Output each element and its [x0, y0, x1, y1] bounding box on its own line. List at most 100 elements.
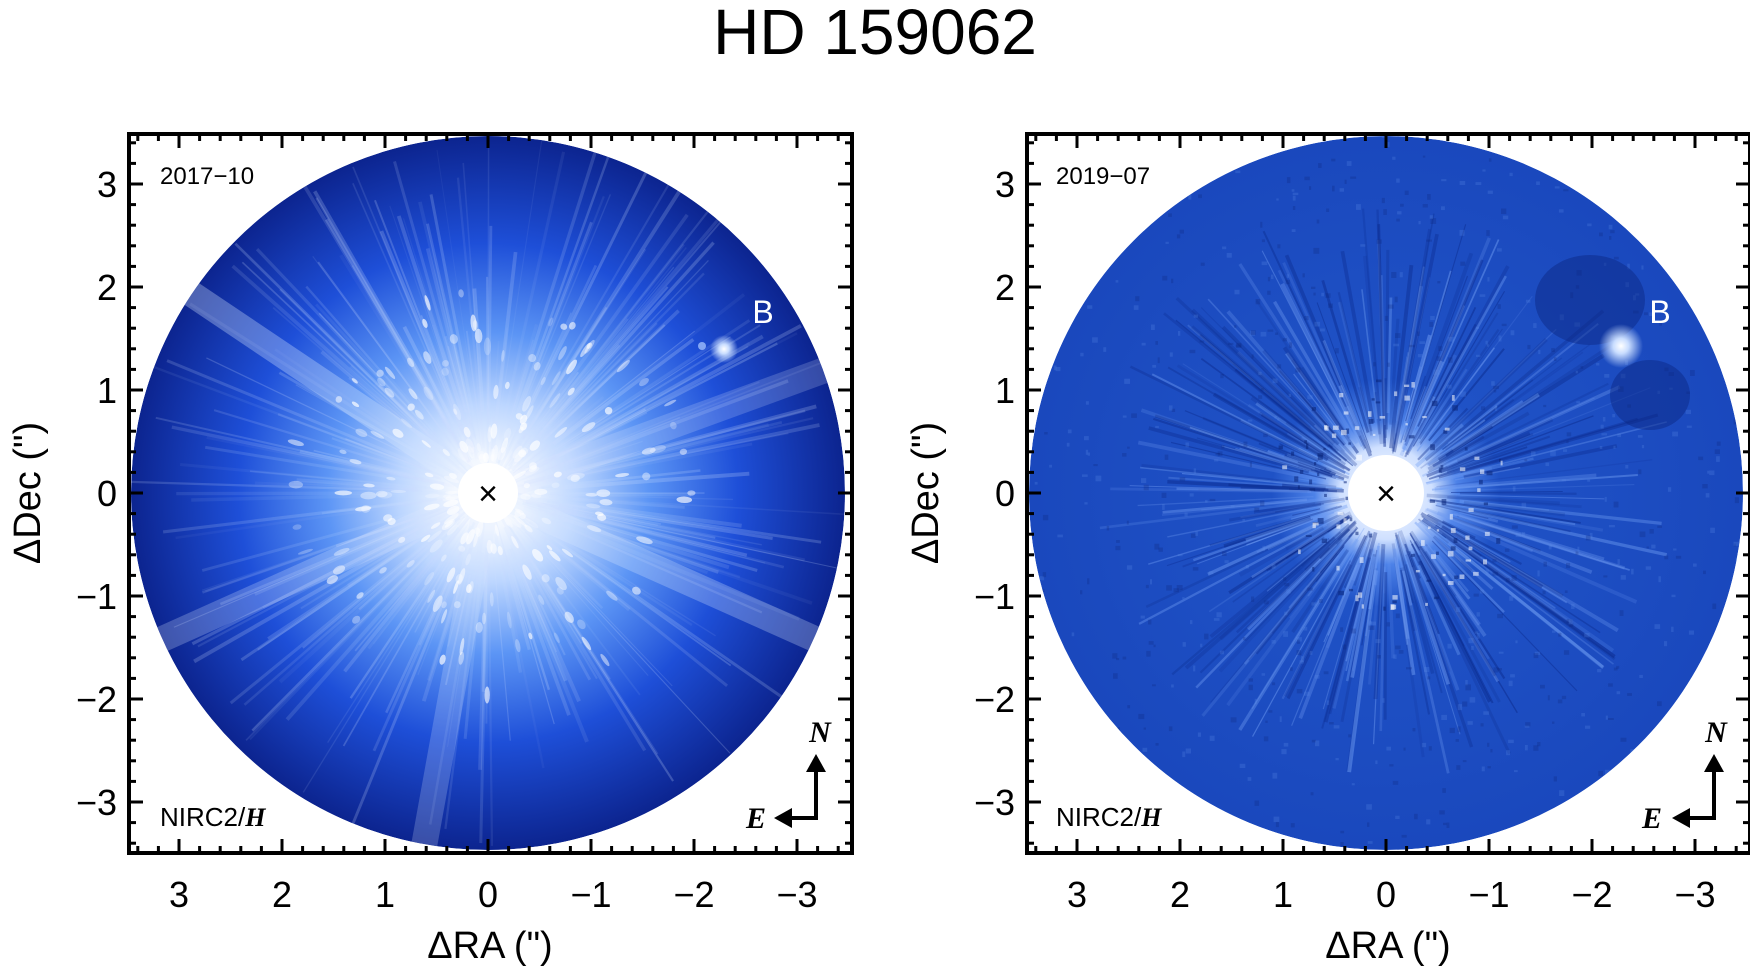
residual-streak — [1209, 537, 1331, 639]
y-tick-label: −2 — [974, 679, 1015, 720]
residual-streak — [1148, 426, 1310, 474]
speckle — [600, 653, 610, 667]
residual-streak — [1414, 239, 1500, 429]
noise-pixel — [1142, 747, 1148, 752]
speckle-ray — [463, 552, 484, 739]
noise-pixel — [1275, 332, 1278, 335]
speckle-ray — [509, 548, 568, 682]
noise-pixel — [1639, 674, 1643, 678]
noise-pixel — [1456, 607, 1461, 612]
speckle-ray — [479, 570, 488, 844]
speckle-ray — [444, 574, 471, 686]
speckle-ray — [240, 532, 429, 662]
noise-pixel — [1620, 373, 1626, 379]
speckle-ray — [487, 561, 494, 846]
speckle — [444, 513, 459, 525]
speckle-ray — [564, 409, 806, 475]
speckle — [466, 584, 472, 593]
noise-pixel — [1473, 593, 1479, 597]
noise-pixel — [1570, 292, 1574, 299]
noise-pixel — [1550, 450, 1556, 456]
noise-pixel — [1437, 281, 1441, 284]
speckle-ray — [536, 241, 715, 439]
noise-pixel — [1343, 411, 1349, 415]
residual-streak — [1267, 524, 1319, 551]
noise-pixel — [1430, 444, 1435, 451]
residual-streak — [1190, 325, 1339, 453]
speckle-ray — [524, 531, 673, 687]
noise-pixel — [1155, 425, 1159, 429]
speckle-ray — [503, 527, 566, 656]
residual-streak — [1279, 443, 1319, 463]
residual-streak — [1392, 233, 1439, 453]
noise-pixel — [1608, 718, 1614, 720]
residual-streak — [1307, 555, 1340, 597]
noise-pixel — [1397, 211, 1402, 215]
speckle — [339, 449, 347, 455]
residual-streak — [1209, 505, 1342, 547]
noise-pixel — [1481, 406, 1486, 411]
speckle-ray — [191, 526, 421, 646]
residual-streak — [1110, 487, 1328, 494]
noise-pixel — [1465, 684, 1471, 691]
speckle — [441, 367, 449, 376]
noise-pixel — [1247, 777, 1252, 781]
noise-pixel — [1349, 517, 1353, 522]
noise-pixel — [1514, 770, 1518, 773]
noise-pixel — [1204, 633, 1209, 640]
noise-pixel — [1637, 435, 1643, 438]
noise-pixel — [1454, 575, 1459, 580]
speckle-ray — [540, 396, 605, 451]
noise-pixel — [1296, 637, 1302, 642]
residual-streak — [1235, 520, 1357, 634]
speckle — [541, 574, 550, 583]
speckle — [676, 496, 693, 504]
noise-pixel — [1664, 367, 1669, 372]
noise-pixel — [1249, 461, 1252, 468]
residual-streak — [1445, 537, 1614, 665]
noise-pixel — [1387, 304, 1394, 309]
noise-pixel — [1215, 453, 1220, 456]
noise-pixel — [1469, 697, 1476, 703]
residual-streak — [1424, 309, 1605, 462]
speckle-ray — [262, 511, 451, 609]
speckle-ray — [389, 205, 465, 422]
noise-pixel — [1671, 594, 1676, 598]
speckle-ray — [155, 416, 424, 480]
noise-pixel — [1370, 621, 1377, 626]
residual-streak — [1394, 285, 1424, 434]
residual-streak — [1251, 527, 1365, 709]
speckle-ray — [495, 520, 555, 725]
noise-pixel — [1373, 362, 1376, 367]
noise-pixel — [1620, 575, 1626, 580]
noise-pixel — [1349, 588, 1354, 592]
noise-pixel — [1538, 349, 1541, 355]
speckle-ray — [418, 531, 472, 646]
noise-pixel — [1426, 239, 1432, 242]
x-axis-label: ΔRA (") — [1325, 925, 1450, 967]
speckle — [423, 351, 432, 364]
noise-pixel — [1392, 595, 1398, 600]
speckle — [564, 611, 574, 623]
noise-pixel — [1527, 344, 1531, 350]
noise-pixel — [1716, 456, 1720, 462]
speckle-ray — [171, 425, 445, 486]
noise-pixel — [1250, 330, 1255, 336]
residual-streak — [1436, 511, 1593, 574]
spider-diffraction — [483, 336, 845, 506]
residual-streak — [1441, 520, 1476, 540]
residual-streak — [1427, 382, 1609, 474]
residual-streak — [1419, 543, 1487, 638]
residual-streak — [1201, 533, 1354, 717]
residual-streak — [1459, 499, 1662, 525]
speckle — [524, 466, 540, 476]
speckle-ray — [541, 502, 716, 539]
residual-streak — [1328, 557, 1371, 715]
speckle — [457, 447, 468, 462]
noise-pixel — [1575, 370, 1578, 374]
noise-pixel — [1354, 426, 1360, 430]
residual-streak — [1151, 373, 1350, 476]
noise-pixel — [1597, 669, 1602, 673]
residual-streak — [1281, 547, 1360, 700]
residual-streak — [1250, 396, 1331, 455]
